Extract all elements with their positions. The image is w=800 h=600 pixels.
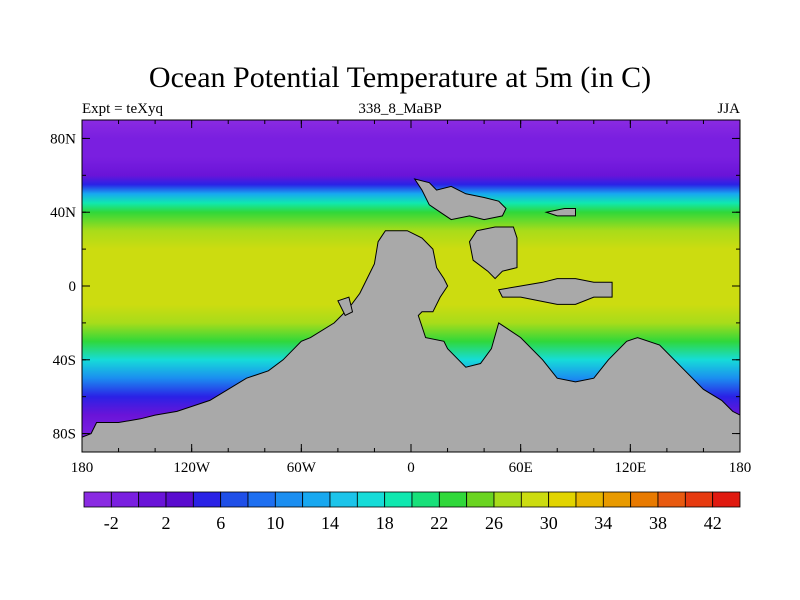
colorbar-label: 10 xyxy=(266,513,284,533)
colorbar-swatch xyxy=(192,491,222,508)
colorbar-swatch xyxy=(247,491,276,508)
colorbar-label: 26 xyxy=(485,513,503,533)
colorbar-swatch xyxy=(138,491,167,508)
colorbar-swatch xyxy=(110,491,140,508)
colorbar-label: 2 xyxy=(162,513,171,533)
x-tick-label: 180 xyxy=(71,460,94,476)
colorbar-label: 34 xyxy=(594,513,612,533)
land-northern-continent xyxy=(413,178,507,221)
colorbar-swatch xyxy=(438,491,468,508)
season-label: JJA xyxy=(717,101,740,117)
x-tick-label: 180 xyxy=(729,460,752,476)
longitude-axis: 180 120W 60W 0 60E 120E 180 xyxy=(71,120,752,476)
y-tick-label: 80S xyxy=(53,427,76,443)
colorbar-swatch xyxy=(520,491,550,508)
y-tick-label: 40S xyxy=(53,353,76,369)
colorbar-swatch xyxy=(466,491,495,508)
colorbar-swatch xyxy=(356,491,386,508)
land-masses xyxy=(82,178,740,452)
colorbar-label: 14 xyxy=(321,513,339,533)
colorbar-swatch xyxy=(302,491,331,508)
colorbar-swatch xyxy=(602,491,632,508)
land-eastern-peninsula xyxy=(468,226,518,280)
colorbar-label: 22 xyxy=(430,513,448,533)
experiment-label: Expt = teXyq xyxy=(82,101,163,117)
colorbar-swatch xyxy=(575,491,604,508)
y-tick-label: 80N xyxy=(50,131,76,147)
colorbar: -2 2 6 10 14 18 22 26 30 34 38 42 xyxy=(83,491,741,533)
colorbar-label: 18 xyxy=(376,513,394,533)
colorbar-label: 42 xyxy=(704,513,722,533)
colorbar-swatch xyxy=(384,491,413,508)
land-western-island xyxy=(337,296,354,317)
land-southern-continent xyxy=(82,230,740,452)
x-tick-label: 120W xyxy=(173,460,211,476)
colorbar-swatch xyxy=(220,491,249,508)
colorbar-swatch xyxy=(712,491,741,508)
y-tick-label: 40N xyxy=(50,205,76,221)
land-equatorial-island-chain xyxy=(497,278,613,305)
colorbar-label: -2 xyxy=(104,513,119,533)
latitude-axis: 80N 40N 0 40S 80S xyxy=(50,131,740,443)
map-title: Ocean Potential Temperature at 5m (in C) xyxy=(148,61,652,94)
colorbar-swatch xyxy=(684,491,714,508)
x-tick-label: 0 xyxy=(407,460,415,476)
colorbar-swatch xyxy=(657,491,686,508)
colorbar-swatch xyxy=(411,491,440,508)
colorbar-label: 6 xyxy=(216,513,225,533)
colorbar-swatch xyxy=(329,491,358,508)
colorbar-swatch xyxy=(274,491,304,508)
colorbar-swatch xyxy=(83,491,112,508)
time-period-label: 338_8_MaBP xyxy=(358,101,442,117)
x-tick-label: 120E xyxy=(614,460,646,476)
colorbar-label: 38 xyxy=(649,513,667,533)
colorbar-swatch xyxy=(630,491,659,508)
colorbar-label: 30 xyxy=(540,513,558,533)
land-small-northern-island xyxy=(544,208,576,217)
x-tick-label: 60W xyxy=(287,460,317,476)
x-tick-label: 60E xyxy=(509,460,533,476)
colorbar-swatch xyxy=(493,491,522,508)
colorbar-swatch xyxy=(165,491,194,508)
y-tick-label: 0 xyxy=(69,279,77,295)
colorbar-swatch xyxy=(548,491,577,508)
